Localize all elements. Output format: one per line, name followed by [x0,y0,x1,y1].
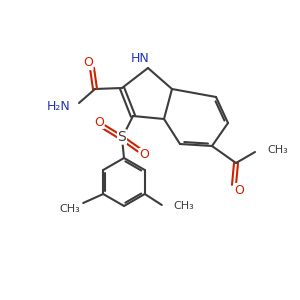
Text: O: O [234,184,244,196]
Text: CH₃: CH₃ [59,204,80,214]
Text: CH₃: CH₃ [267,145,288,155]
Text: CH₃: CH₃ [174,201,194,211]
Text: S: S [118,130,126,144]
Text: O: O [83,56,93,70]
Text: H₂N: H₂N [46,100,70,112]
Text: O: O [94,116,104,128]
Text: HN: HN [130,52,149,65]
Text: O: O [139,148,149,161]
